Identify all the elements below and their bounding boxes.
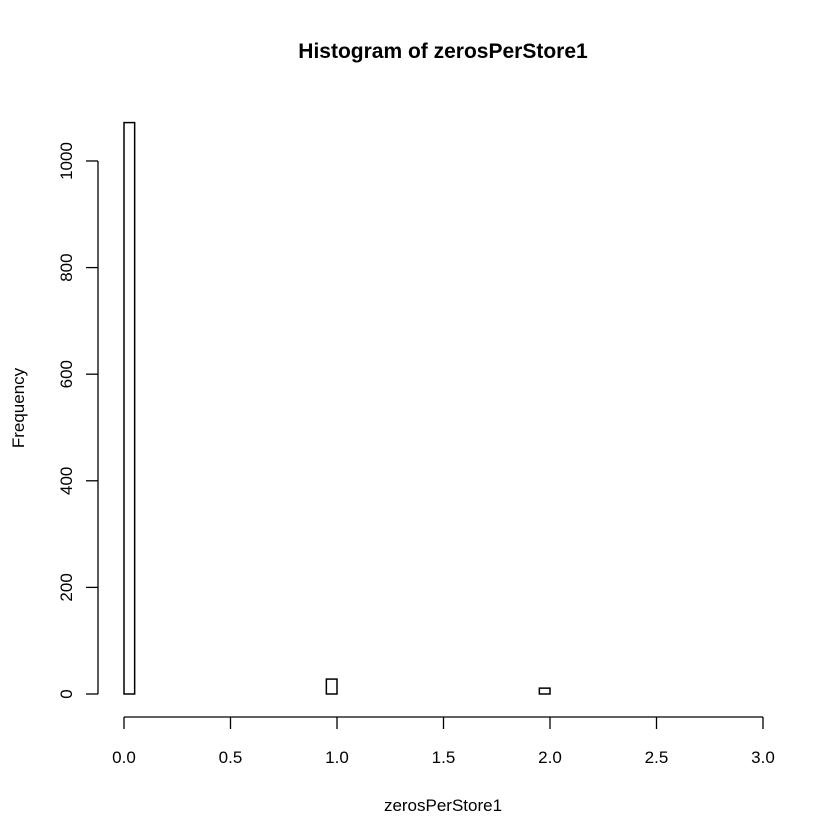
x-axis-tick-label: 2.0 [538, 748, 562, 767]
x-axis-label: zerosPerStore1 [384, 796, 502, 815]
histogram-bar [325, 678, 338, 695]
y-axis-tick-label: 200 [57, 573, 76, 601]
x-axis-tick-label: 0.5 [219, 748, 243, 767]
chart-title: Histogram of zerosPerStore1 [298, 40, 588, 63]
y-axis-tick-label: 1000 [57, 142, 76, 180]
histogram-bar [538, 687, 551, 695]
y-axis-label: Frequency [9, 367, 28, 448]
x-axis-tick-label: 3.0 [751, 748, 775, 767]
x-axis: 0.0 0.5 1.0 1.5 2.0 2.5 3.0 [112, 716, 775, 767]
x-axis-tick-label: 1.0 [325, 748, 349, 767]
y-axis-tick-label: 0 [57, 689, 76, 698]
y-axis: 0 200 400 600 800 1000 [57, 142, 99, 699]
y-axis-tick-label: 600 [57, 360, 76, 388]
y-axis-tick-label: 400 [57, 467, 76, 495]
histogram-bar [123, 121, 136, 695]
x-axis-tick-label: 1.5 [432, 748, 456, 767]
y-axis-tick-label: 800 [57, 253, 76, 281]
x-axis-tick-label: 2.5 [645, 748, 669, 767]
x-axis-tick-label: 0.0 [112, 748, 136, 767]
bars-layer [123, 121, 551, 695]
